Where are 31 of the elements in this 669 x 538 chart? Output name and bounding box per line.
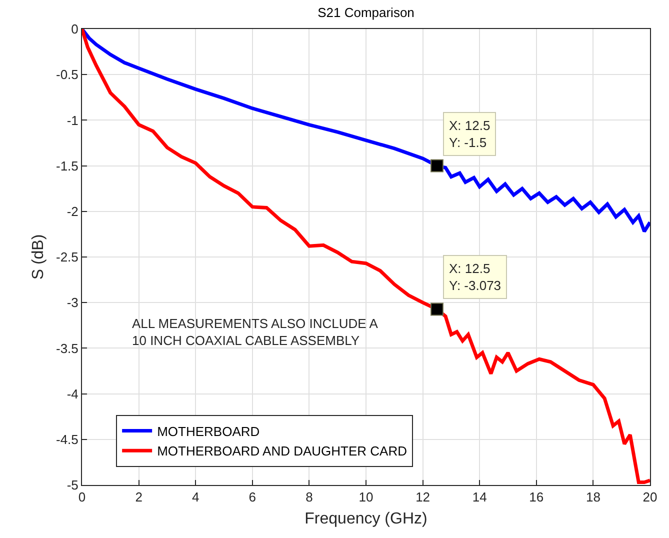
y-tick-label: -3.5 bbox=[56, 340, 78, 356]
x-tick-label: 18 bbox=[586, 490, 600, 505]
x-tick-label: 10 bbox=[358, 490, 374, 505]
annotation: X: 12.5 Y: -1.5 bbox=[449, 118, 490, 150]
x-tick-label: 8 bbox=[306, 490, 313, 505]
legend-label: MOTHERBOARD AND DAUGHTER CARD bbox=[157, 444, 407, 459]
x-tick-label: 16 bbox=[529, 490, 544, 505]
y-tick-label: -4 bbox=[66, 386, 78, 402]
y-tick-label: -2.5 bbox=[56, 250, 78, 265]
line-series bbox=[82, 29, 650, 484]
y-tick-label: -4.5 bbox=[56, 432, 78, 447]
x-tick-label: 6 bbox=[248, 490, 256, 505]
chart-title: S21 Comparison bbox=[318, 5, 414, 20]
legend-label: MOTHERBOARD bbox=[157, 424, 260, 439]
y-tick-label: 0 bbox=[71, 22, 78, 37]
x-tick-label: 4 bbox=[192, 490, 200, 505]
annotation: X: 12.5 Y: -3.073 bbox=[449, 261, 502, 293]
y-tick-label: -5 bbox=[66, 478, 78, 493]
line-series bbox=[82, 29, 650, 234]
y-tick-label: -2 bbox=[66, 204, 78, 219]
x-tick-label: 14 bbox=[472, 490, 487, 505]
x-tick-label: 12 bbox=[416, 490, 430, 505]
annotation: ALL MEASUREMENTS ALSO INCLUDE A 10 INCH COAXIAL CABLE ASSEMBLY bbox=[132, 316, 378, 348]
x-axis-title: Frequency (GHz) bbox=[304, 510, 428, 528]
x-tick-label: 20 bbox=[642, 490, 658, 505]
y-tick-label: -1 bbox=[66, 112, 78, 128]
y-axis-title: S (dB) bbox=[30, 234, 47, 280]
x-tick-label: 2 bbox=[135, 490, 142, 505]
y-tick-label: -3 bbox=[66, 295, 78, 310]
y-tick-label: -0.5 bbox=[56, 67, 78, 82]
y-tick-label: -1.5 bbox=[56, 158, 78, 174]
